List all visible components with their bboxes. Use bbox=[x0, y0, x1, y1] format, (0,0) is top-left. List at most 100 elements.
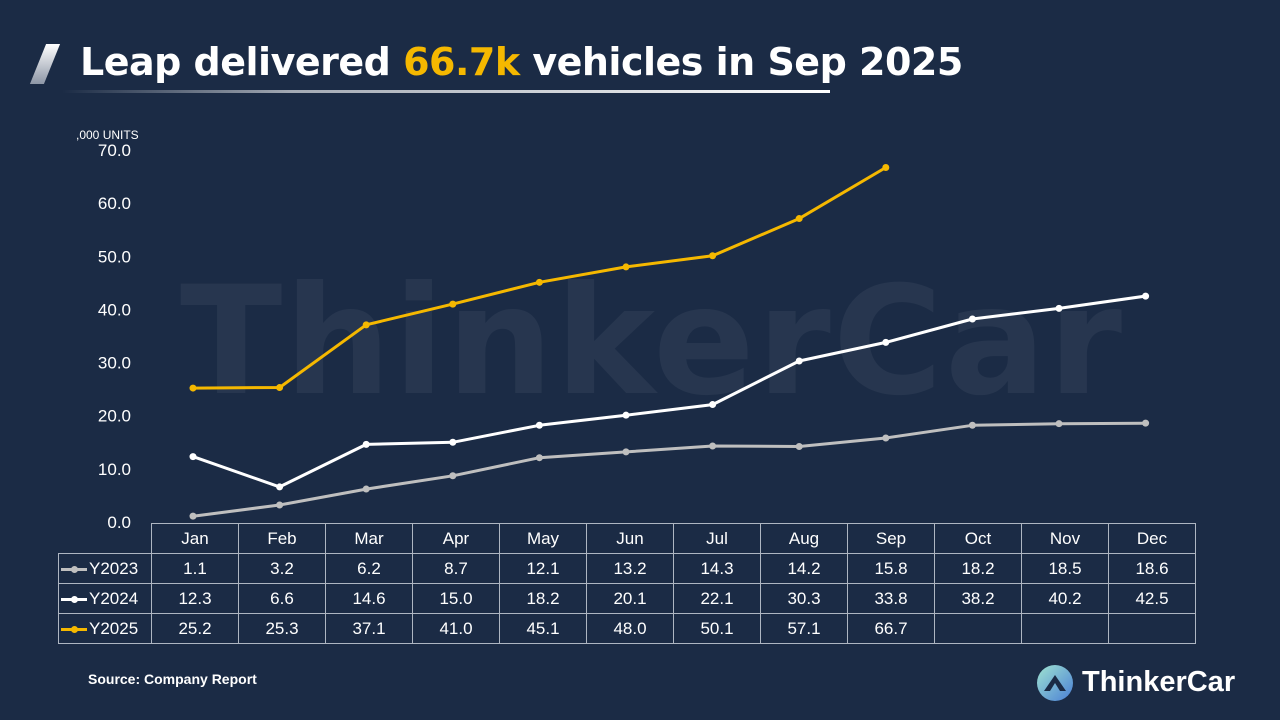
legend-label: Y2024 bbox=[89, 588, 139, 608]
data-label: 15.0 bbox=[412, 583, 500, 614]
data-label: 12.3 bbox=[151, 583, 239, 614]
data-label: 41.0 bbox=[412, 613, 500, 644]
data-label: 15.8 bbox=[847, 553, 935, 584]
y-tick-label: 20.0 bbox=[98, 407, 131, 426]
data-label: 13.2 bbox=[586, 553, 674, 584]
data-label bbox=[1108, 613, 1196, 644]
source-note: Source: Company Report bbox=[88, 671, 257, 687]
thinkercar-logo-icon bbox=[1037, 665, 1073, 701]
data-point-y2023 bbox=[968, 421, 976, 429]
table-row: Y2023 1.1 3.2 6.2 8.7 12.1 13.2 14.3 14.2 15.8 18.… bbox=[58, 553, 1196, 584]
data-point-y2024 bbox=[189, 453, 197, 461]
data-label: 20.1 bbox=[586, 583, 674, 614]
data-label: 42.5 bbox=[1108, 583, 1196, 614]
data-point-y2024 bbox=[449, 438, 457, 446]
y-tick-label: 10.0 bbox=[98, 460, 131, 479]
data-point-y2025 bbox=[535, 278, 543, 286]
data-label: 18.2 bbox=[934, 553, 1022, 584]
y-tick-label: 70.0 bbox=[98, 141, 131, 160]
data-label: 22.1 bbox=[673, 583, 761, 614]
data-point-y2024 bbox=[1142, 292, 1150, 300]
data-label: 1.1 bbox=[151, 553, 239, 584]
data-point-y2025 bbox=[189, 384, 197, 392]
table-row: Y2025 25.2 25.3 37.1 41.0 45.1 48.0 50.1 57.1 66.… bbox=[58, 613, 1196, 644]
data-point-y2024 bbox=[276, 483, 284, 491]
data-label bbox=[1021, 613, 1109, 644]
data-point-y2023 bbox=[795, 443, 803, 451]
data-label bbox=[934, 613, 1022, 644]
x-tick-label: Aug bbox=[760, 523, 848, 554]
data-label: 14.6 bbox=[325, 583, 413, 614]
watermark: ThinkerCar bbox=[180, 255, 1125, 429]
series-line-y2023 bbox=[192, 421, 1146, 518]
data-label: 14.3 bbox=[673, 553, 761, 584]
title-prefix: Leap delivered bbox=[80, 40, 404, 84]
data-point-y2024 bbox=[622, 411, 630, 419]
page-title: Leap delivered 66.7k vehicles in Sep 202… bbox=[80, 40, 963, 84]
y-axis-ticks: 0.010.020.030.040.050.060.070.0 bbox=[98, 141, 131, 532]
data-point-y2023 bbox=[535, 454, 543, 462]
data-point-y2024 bbox=[709, 401, 717, 409]
x-tick-label: Mar bbox=[325, 523, 413, 554]
x-tick-label: Jan bbox=[151, 523, 239, 554]
data-point-y2025 bbox=[622, 263, 630, 271]
data-label: 18.6 bbox=[1108, 553, 1196, 584]
data-point-y2025 bbox=[882, 164, 890, 172]
x-tick-label: May bbox=[499, 523, 587, 554]
x-tick-label: Nov bbox=[1021, 523, 1109, 554]
data-point-y2023 bbox=[1142, 419, 1150, 427]
data-label: 33.8 bbox=[847, 583, 935, 614]
data-label: 50.1 bbox=[673, 613, 761, 644]
data-label: 37.1 bbox=[325, 613, 413, 644]
table-header-row: Jan Feb Mar Apr May Jun Jul Aug Sep Oct Nov Dec bbox=[58, 523, 1196, 554]
x-tick-label: Sep bbox=[847, 523, 935, 554]
y-tick-label: 60.0 bbox=[98, 194, 131, 213]
data-label: 48.0 bbox=[586, 613, 674, 644]
data-point-y2023 bbox=[449, 472, 457, 480]
legend-entry: Y2025 bbox=[58, 613, 152, 644]
data-point-y2023 bbox=[1055, 420, 1063, 428]
data-label: 12.1 bbox=[499, 553, 587, 584]
title-suffix: vehicles in Sep 2025 bbox=[519, 40, 963, 84]
data-label: 45.1 bbox=[499, 613, 587, 644]
data-point-y2024 bbox=[968, 315, 976, 323]
x-tick-label: Oct bbox=[934, 523, 1022, 554]
legend-line-icon bbox=[61, 595, 87, 603]
data-point-y2025 bbox=[709, 252, 717, 260]
title-underline bbox=[62, 90, 830, 93]
x-tick-label: Apr bbox=[412, 523, 500, 554]
brand-name: ThinkerCar bbox=[1082, 666, 1236, 698]
legend-label: Y2025 bbox=[89, 618, 139, 638]
data-label: 40.2 bbox=[1021, 583, 1109, 614]
data-label: 25.3 bbox=[238, 613, 326, 644]
data-label: 57.1 bbox=[760, 613, 848, 644]
data-label: 6.6 bbox=[238, 583, 326, 614]
legend-label: Y2023 bbox=[89, 558, 139, 578]
data-point-y2023 bbox=[276, 501, 284, 509]
y-tick-label: 30.0 bbox=[98, 354, 131, 373]
y-axis-units-label: ,000 UNITS bbox=[76, 128, 139, 142]
x-tick-label: Feb bbox=[238, 523, 326, 554]
data-label: 66.7 bbox=[847, 613, 935, 644]
data-label: 18.5 bbox=[1021, 553, 1109, 584]
x-tick-label: Jun bbox=[586, 523, 674, 554]
x-tick-label: Jul bbox=[673, 523, 761, 554]
data-label: 18.2 bbox=[499, 583, 587, 614]
table-row: Y2024 12.3 6.6 14.6 15.0 18.2 20.1 22.1 30.3 33.8… bbox=[58, 583, 1196, 614]
chart-lines bbox=[189, 164, 1150, 520]
data-point-y2023 bbox=[189, 512, 197, 520]
data-point-y2024 bbox=[1055, 304, 1063, 312]
data-point-y2025 bbox=[449, 300, 457, 308]
legend-line-icon bbox=[61, 625, 87, 633]
data-point-y2023 bbox=[622, 448, 630, 456]
data-point-y2024 bbox=[535, 421, 543, 429]
table-corner-cell bbox=[58, 523, 152, 554]
x-tick-label: Dec bbox=[1108, 523, 1196, 554]
legend-entry: Y2023 bbox=[58, 553, 152, 584]
data-point-y2025 bbox=[362, 321, 370, 329]
data-point-y2024 bbox=[362, 440, 370, 448]
data-label: 14.2 bbox=[760, 553, 848, 584]
data-label: 8.7 bbox=[412, 553, 500, 584]
data-table: Jan Feb Mar Apr May Jun Jul Aug Sep Oct Nov Dec Y202… bbox=[58, 523, 1196, 644]
